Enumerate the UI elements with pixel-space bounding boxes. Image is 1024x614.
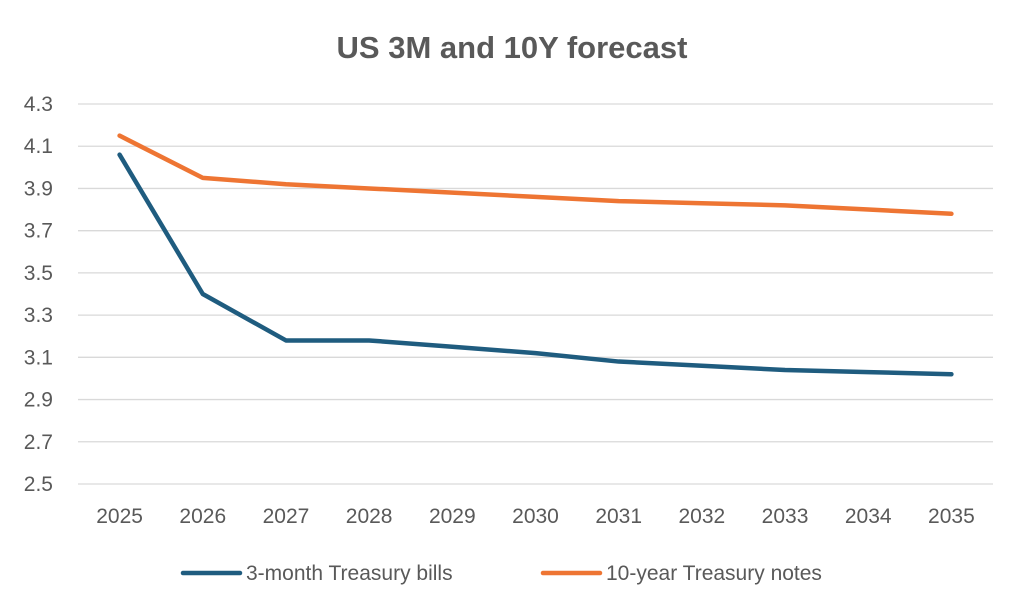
x-tick-label: 2030 xyxy=(512,505,559,528)
y-tick-label: 2.9 xyxy=(24,389,53,412)
y-tick-label: 2.5 xyxy=(24,473,53,496)
y-tick-label: 4.1 xyxy=(24,135,53,158)
x-tick-label: 2032 xyxy=(679,505,726,528)
gridlines xyxy=(78,103,993,485)
y-tick-label: 3.7 xyxy=(24,220,53,243)
x-tick-label: 2027 xyxy=(263,505,310,528)
y-tick-label: 2.7 xyxy=(24,431,53,454)
x-tick-label: 2029 xyxy=(429,505,476,528)
chart-title: US 3M and 10Y forecast xyxy=(337,30,688,65)
x-tick-label: 2028 xyxy=(346,505,393,528)
x-axis-ticks: 2025 2026 2027 2028 2029 2030 2031 2032 2033 2034… xyxy=(96,505,975,528)
legend-label-10-year-treasury-notes: 10-year Treasury notes xyxy=(606,562,822,585)
y-tick-label: 3.5 xyxy=(24,262,53,285)
y-tick-label: 4.3 xyxy=(24,93,53,116)
series-line-3-month-treasury-bills xyxy=(117,152,954,377)
y-tick-label: 3.1 xyxy=(24,346,53,369)
legend-label-3-month-treasury-bills: 3-month Treasury bills xyxy=(246,562,453,585)
series-line-10-year-treasury-notes xyxy=(117,133,954,217)
legend: 3-month Treasury bills 10-year Treasury … xyxy=(180,562,822,585)
x-tick-label: 2031 xyxy=(595,505,642,528)
x-tick-label: 2034 xyxy=(845,505,892,528)
series-lines xyxy=(117,133,954,377)
x-tick-label: 2026 xyxy=(179,505,226,528)
y-axis-ticks: 4.3 4.1 3.9 3.7 3.5 3.3 3.1 2.9 2.7 2.5 xyxy=(24,93,53,496)
x-tick-label: 2033 xyxy=(762,505,809,528)
x-tick-label: 2035 xyxy=(928,505,975,528)
y-tick-label: 3.3 xyxy=(24,304,53,327)
x-tick-label: 2025 xyxy=(96,505,143,528)
y-tick-label: 3.9 xyxy=(24,177,53,200)
